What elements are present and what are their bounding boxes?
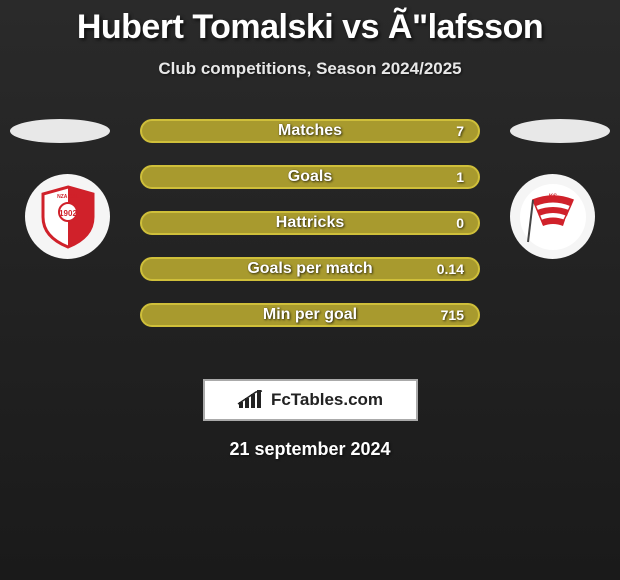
stat-right-value: 0.14 [436,261,464,277]
stat-bar-goals: Goals 1 [140,165,480,189]
page-subtitle: Club competitions, Season 2024/2025 [0,59,620,79]
stat-label: Min per goal [263,306,357,324]
svg-text:KS: KS [548,194,556,200]
stat-label: Goals per match [247,260,372,278]
page-title: Hubert Tomalski vs Ã"lafsson [0,8,620,47]
comparison-panel: 1902 NZA CAL KS Matches 7 Goals 1 Hattri… [0,109,620,359]
player-slot-left [10,119,110,143]
brand-text: FcTables.com [271,390,383,410]
date-text: 21 september 2024 [0,439,620,460]
flag-icon: KS [518,182,588,252]
stat-right-value: 7 [436,123,464,139]
stat-label: Goals [288,168,332,186]
club-badge-right: KS [510,174,595,259]
stat-right-value: 0 [436,215,464,231]
svg-text:NZA CAL: NZA CAL [57,194,79,200]
bar-chart-icon [237,390,265,410]
club-badge-left: 1902 NZA CAL [25,174,110,259]
stat-label: Matches [278,122,342,140]
stat-right-value: 715 [436,307,464,323]
shield-icon: 1902 NZA CAL [33,182,103,252]
stat-label: Hattricks [276,214,344,232]
stat-bar-hattricks: Hattricks 0 [140,211,480,235]
stat-bar-matches: Matches 7 [140,119,480,143]
stat-bar-goals-per-match: Goals per match 0.14 [140,257,480,281]
stat-right-value: 1 [436,169,464,185]
stat-bar-min-per-goal: Min per goal 715 [140,303,480,327]
stat-bars: Matches 7 Goals 1 Hattricks 0 Goals per … [140,119,480,327]
brand-box[interactable]: FcTables.com [203,379,418,421]
player-slot-right [510,119,610,143]
svg-text:1902: 1902 [59,209,77,218]
